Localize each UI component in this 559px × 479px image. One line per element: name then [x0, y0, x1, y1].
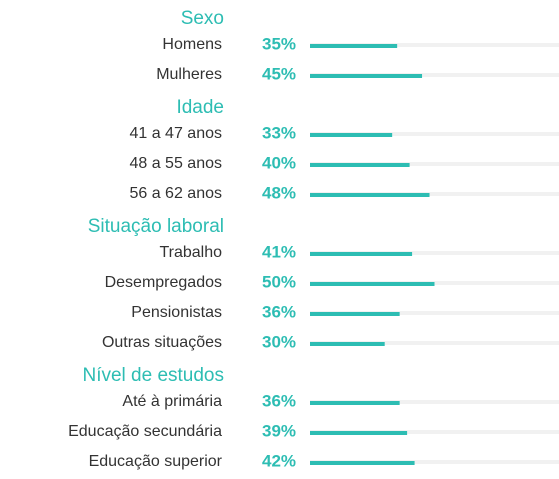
value-label: 40% — [262, 153, 296, 172]
category-label: Desempregados — [105, 274, 222, 291]
value-label: 39% — [262, 421, 296, 440]
category-label: Pensionistas — [131, 304, 222, 321]
value-label: 48% — [262, 183, 296, 202]
value-label: 30% — [262, 332, 296, 351]
value-label: 42% — [262, 451, 296, 470]
group-title: Idade — [176, 97, 224, 118]
category-label: 41 a 47 anos — [129, 125, 222, 142]
bar — [310, 74, 423, 78]
value-label: 36% — [262, 302, 296, 321]
category-label: Educação secundária — [68, 423, 222, 440]
bar-track — [310, 400, 559, 404]
bar — [310, 401, 400, 405]
value-label: 45% — [262, 64, 296, 83]
category-label: Educação superior — [89, 453, 223, 470]
bar-track — [310, 341, 559, 345]
bar-track — [310, 192, 559, 196]
category-label: 48 a 55 anos — [129, 155, 222, 172]
category-label: Até à primária — [122, 393, 222, 410]
value-label: 33% — [262, 123, 296, 142]
bar — [310, 163, 410, 167]
bar-track — [310, 251, 559, 255]
bar — [310, 252, 413, 256]
bar — [310, 193, 430, 197]
value-label: 36% — [262, 391, 296, 410]
category-label: Trabalho — [159, 244, 222, 261]
value-label: 41% — [262, 242, 296, 261]
category-label: Mulheres — [156, 66, 222, 83]
category-label: Outras situações — [102, 334, 222, 351]
bar — [310, 312, 400, 316]
group-title: Nível de estudos — [82, 365, 224, 386]
bar — [310, 461, 415, 465]
bar-track — [310, 460, 559, 464]
bar — [310, 431, 408, 435]
bar-track — [310, 311, 559, 315]
bar — [310, 133, 393, 137]
bar-track — [310, 43, 559, 47]
bar — [310, 44, 398, 48]
bar-track — [310, 73, 559, 77]
bar — [310, 282, 435, 286]
bar-track — [310, 430, 559, 434]
bar — [310, 342, 385, 346]
group-title: Situação laboral — [88, 216, 224, 237]
value-label: 35% — [262, 34, 296, 53]
category-label: 56 a 62 anos — [129, 185, 222, 202]
bar-track — [310, 162, 559, 166]
bar-track — [310, 132, 559, 136]
group-title: Sexo — [181, 8, 224, 29]
value-label: 50% — [262, 272, 296, 291]
category-label: Homens — [162, 36, 222, 53]
